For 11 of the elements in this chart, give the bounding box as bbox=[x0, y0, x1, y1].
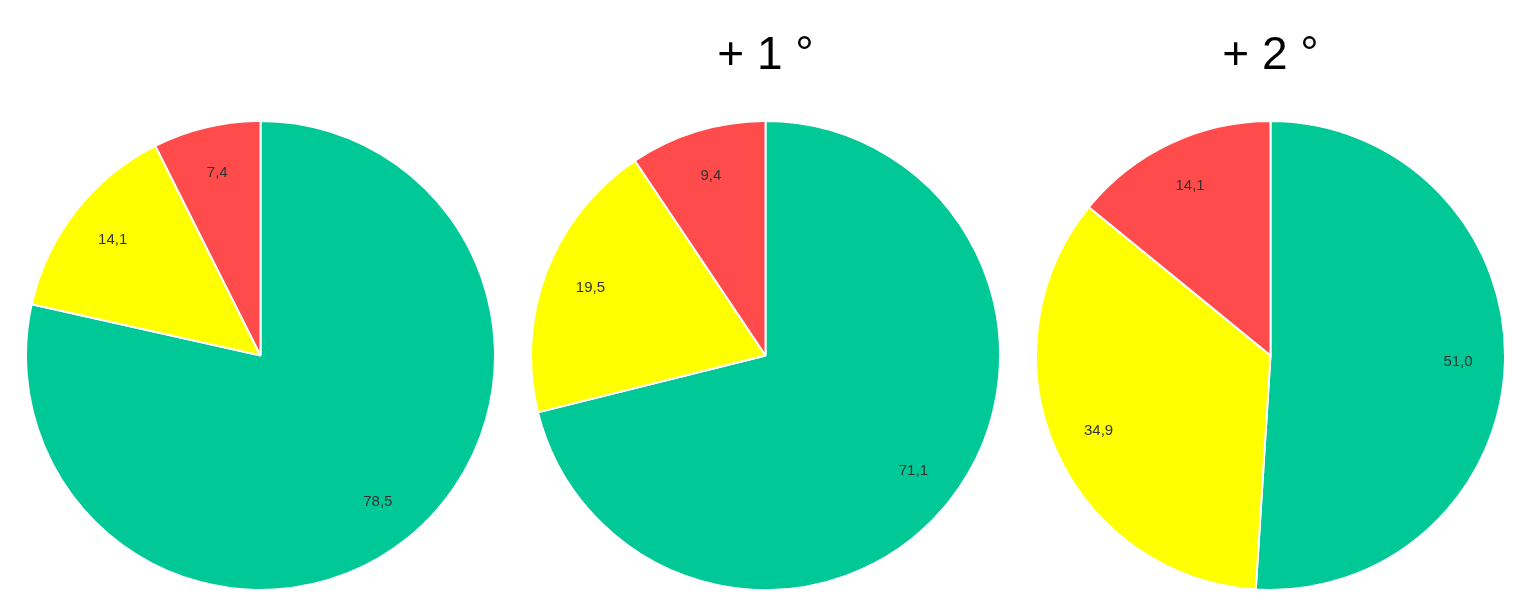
data-label: 34,9 bbox=[1083, 420, 1114, 438]
data-label: 9,4 bbox=[700, 166, 722, 184]
chart-title: + 1 ° bbox=[717, 26, 814, 81]
data-label: 7,4 bbox=[206, 163, 228, 181]
data-label: 19,5 bbox=[575, 278, 606, 296]
data-label: 71,1 bbox=[898, 461, 928, 479]
data-label: 14,1 bbox=[98, 230, 128, 248]
chart-title: + 2 ° bbox=[1222, 26, 1319, 81]
data-label: 51,0 bbox=[1443, 351, 1473, 369]
data-label: 78,5 bbox=[363, 492, 393, 510]
data-label: 14,1 bbox=[1175, 176, 1205, 194]
